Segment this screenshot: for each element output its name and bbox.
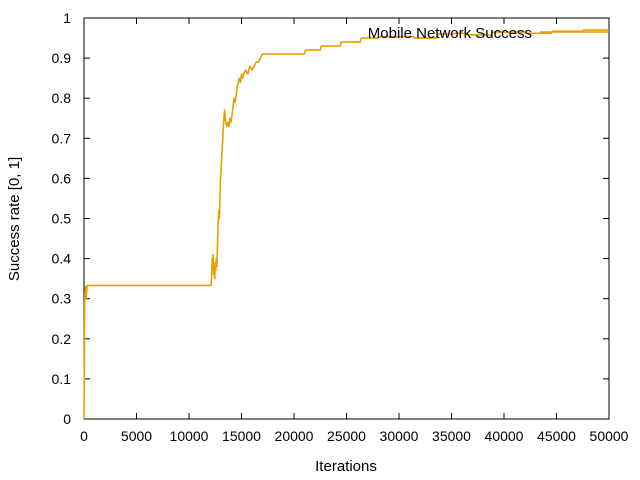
series-layer	[83, 29, 609, 420]
y-tick-label: 0.3	[52, 291, 72, 307]
x-tick-label: 5000	[121, 428, 152, 444]
x-tick-label: 25000	[327, 428, 366, 444]
x-axis-title: Iterations	[315, 458, 377, 475]
x-tick-label: 45000	[537, 428, 576, 444]
x-tick-label: 40000	[485, 428, 524, 444]
y-tick-label: 1	[63, 10, 71, 26]
y-tick-label: 0.4	[52, 251, 72, 267]
x-tick-label: 35000	[432, 428, 471, 444]
x-tick-label: 30000	[380, 428, 419, 444]
x-tick-label: 50000	[590, 428, 629, 444]
y-tick-label: 0.5	[52, 211, 72, 227]
series-line	[83, 29, 609, 420]
y-tick-label: 0.6	[52, 170, 72, 186]
y-tick-label: 0.8	[52, 90, 72, 106]
y-tick-label: 0.9	[52, 50, 72, 66]
x-tick-label: 0	[80, 428, 88, 444]
legend-label: Mobile Network Success	[368, 25, 532, 42]
y-axis-title: Success rate [0, 1]	[6, 157, 23, 281]
x-tick-label: 15000	[222, 428, 261, 444]
y-tick-label: 0.1	[52, 371, 72, 387]
y-tick-label: 0.7	[52, 130, 72, 146]
legend: Mobile Network Success	[368, 25, 608, 42]
axis-tick-labels: 0 5000 10000 15000 20000 25000 30000 35000 40000…	[52, 10, 629, 444]
y-tick-label: 0.2	[52, 331, 72, 347]
x-tick-label: 20000	[275, 428, 314, 444]
plot-area-frame	[83, 17, 610, 420]
y-tick-label: 0	[63, 411, 71, 427]
axis-ticks	[83, 17, 610, 420]
x-tick-label: 10000	[170, 428, 209, 444]
